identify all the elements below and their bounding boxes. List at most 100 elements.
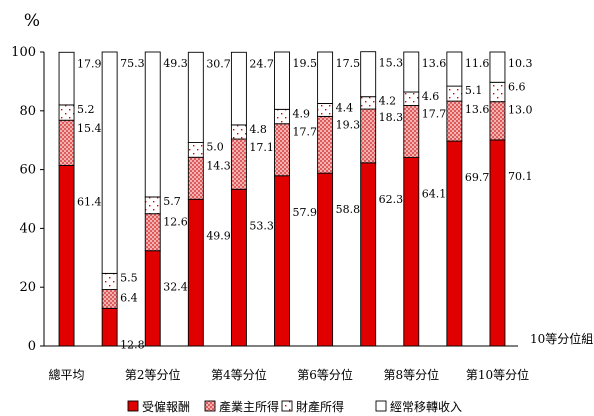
value-label: 11.6 bbox=[465, 57, 490, 70]
value-label: 4.2 bbox=[379, 95, 397, 108]
value-label: 49.9 bbox=[206, 229, 231, 242]
bar-segment-property bbox=[317, 102, 334, 117]
bar-segment-property bbox=[360, 96, 377, 110]
value-label: 13.6 bbox=[422, 57, 447, 70]
bar-segment-property bbox=[101, 272, 118, 291]
bar-segment-transfer bbox=[446, 51, 463, 87]
bar-segment-transfer bbox=[230, 51, 247, 126]
y-tick-label: 20 bbox=[19, 280, 36, 295]
value-label: 70.1 bbox=[508, 170, 533, 183]
bar-segment-property bbox=[489, 81, 506, 103]
bar-segment-wage bbox=[489, 139, 506, 347]
bar-segment-transfer bbox=[403, 51, 420, 93]
legend-label: 受僱報酬 bbox=[142, 399, 190, 414]
value-label: 5.5 bbox=[120, 271, 137, 284]
value-label: 49.3 bbox=[163, 57, 188, 70]
bar-segment-business bbox=[403, 105, 420, 158]
value-label: 14.3 bbox=[206, 159, 231, 172]
x-axis-group-label: 10等分位組 bbox=[530, 331, 593, 346]
value-label: 6.4 bbox=[120, 292, 137, 305]
bar-segment-wage bbox=[58, 165, 75, 347]
bar-segment-business bbox=[144, 213, 161, 252]
value-label: 17.9 bbox=[77, 57, 102, 70]
value-labels: 61.4 15.4 5.2 17.9 12.8 6.4 5.5 75.3 32.4 12.6 5.7… bbox=[77, 57, 532, 352]
value-label: 64.1 bbox=[422, 188, 447, 201]
value-label: 19.5 bbox=[293, 57, 318, 70]
legend-label: 財產所得 bbox=[296, 399, 344, 414]
value-label: 61.4 bbox=[77, 195, 102, 208]
value-label: 58.8 bbox=[336, 203, 361, 216]
value-label: 13.0 bbox=[508, 104, 533, 117]
bar-segment-transfer bbox=[144, 51, 161, 198]
bar-segment-transfer bbox=[489, 51, 506, 83]
category-label: 第8等分位 bbox=[383, 367, 439, 382]
y-tick-label: 60 bbox=[19, 163, 36, 178]
category-labels: 總平均 第2等分位 第4等分位 第6等分位 第8等分位 第10等分位 bbox=[49, 367, 530, 382]
value-label: 75.3 bbox=[120, 57, 144, 70]
value-label: 53.3 bbox=[249, 219, 274, 232]
bar-segment-business bbox=[101, 289, 118, 309]
value-label: 19.3 bbox=[336, 118, 361, 131]
value-label: 12.6 bbox=[163, 216, 188, 229]
value-label: 4.6 bbox=[422, 90, 440, 103]
value-label: 15.3 bbox=[379, 57, 404, 70]
value-label: 5.0 bbox=[206, 141, 224, 154]
bar-segment-transfer bbox=[58, 51, 75, 106]
bar-segment-wage bbox=[187, 198, 204, 347]
bar-segment-wage bbox=[360, 162, 377, 347]
bar-segment-business bbox=[489, 101, 506, 141]
value-label: 32.4 bbox=[163, 281, 188, 294]
bar-segment-transfer bbox=[101, 51, 118, 274]
bar-segment-property bbox=[187, 142, 204, 158]
y-tick-labels: 0 20 40 60 80 100 bbox=[11, 45, 36, 354]
y-axis-unit-label: % bbox=[24, 11, 40, 31]
legend-swatch bbox=[204, 400, 216, 412]
bar-segment-transfer bbox=[360, 51, 377, 98]
bar-segment-wage bbox=[144, 250, 161, 347]
category-label: 第2等分位 bbox=[125, 367, 181, 382]
y-tick-label: 100 bbox=[11, 45, 36, 60]
bar-segment-property bbox=[144, 196, 161, 215]
bar-segment-wage bbox=[101, 307, 118, 347]
value-label: 12.8 bbox=[120, 338, 144, 351]
value-label: 4.4 bbox=[336, 101, 354, 114]
value-label: 4.8 bbox=[249, 123, 267, 136]
value-label: 17.7 bbox=[422, 108, 447, 121]
value-label: 69.7 bbox=[465, 171, 490, 184]
bar-segment-property bbox=[403, 91, 420, 106]
value-label: 13.6 bbox=[465, 103, 490, 116]
legend-label: 產業主所得 bbox=[219, 399, 279, 414]
category-label: 第6等分位 bbox=[297, 367, 353, 382]
value-label: 10.3 bbox=[508, 57, 533, 70]
bar-segment-business bbox=[274, 123, 290, 177]
value-label: 17.1 bbox=[249, 141, 274, 154]
bar-segment-business bbox=[230, 138, 247, 190]
category-label: 總平均 bbox=[49, 367, 85, 382]
legend-swatch bbox=[127, 400, 139, 412]
legend-swatch bbox=[375, 400, 387, 412]
bar-segment-business bbox=[187, 156, 204, 200]
bar-segment-property bbox=[446, 85, 463, 102]
bar-segment-business bbox=[317, 115, 334, 174]
bar-segment-wage bbox=[446, 140, 463, 347]
category-label: 第10等分位 bbox=[466, 367, 529, 382]
bar-segment-business bbox=[58, 119, 75, 166]
category-label: 第4等分位 bbox=[211, 367, 267, 382]
value-label: 62.3 bbox=[379, 193, 404, 206]
bars bbox=[58, 51, 506, 347]
legend-label: 經常移轉收入 bbox=[390, 400, 462, 414]
bar-segment-property bbox=[58, 104, 75, 121]
y-tick-label: 0 bbox=[28, 339, 36, 354]
bar-segment-property bbox=[230, 124, 247, 140]
value-label: 4.9 bbox=[293, 107, 311, 120]
value-label: 30.7 bbox=[206, 57, 231, 70]
legend: 受僱報酬 產業主所得 財產所得 經常移轉收入 bbox=[127, 399, 462, 414]
bar-segment-wage bbox=[230, 188, 247, 347]
y-tick-label: 40 bbox=[19, 221, 36, 236]
value-label: 24.7 bbox=[249, 57, 274, 70]
value-label: 15.4 bbox=[77, 122, 102, 135]
value-label: 6.6 bbox=[508, 80, 526, 93]
bar-segment-wage bbox=[274, 175, 290, 347]
bar-segment-business bbox=[446, 100, 463, 142]
